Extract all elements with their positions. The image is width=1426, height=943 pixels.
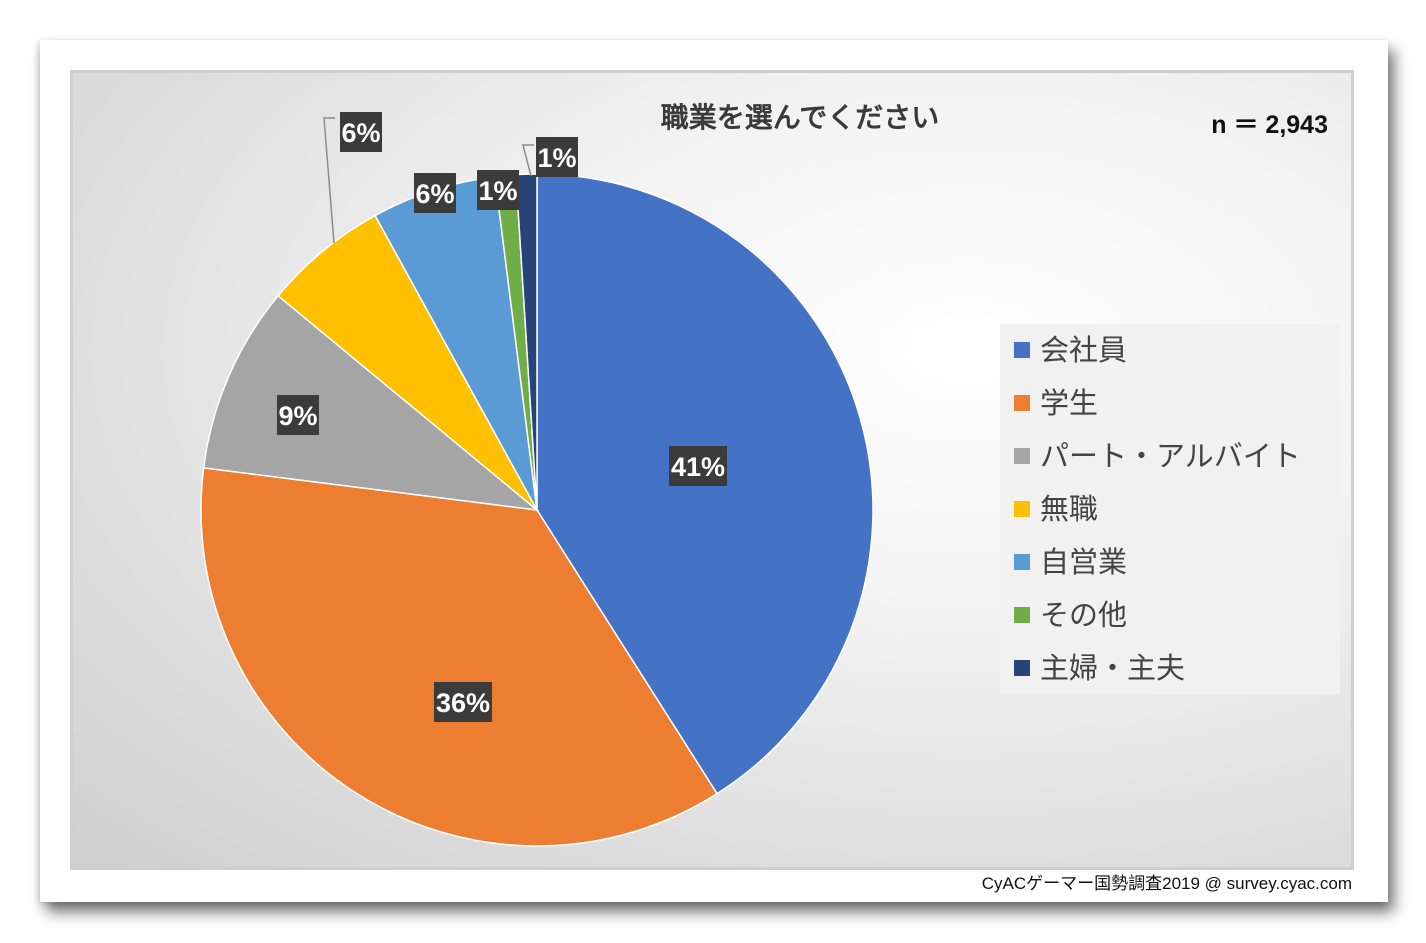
legend-item-7: 主婦・主夫 xyxy=(1014,651,1185,685)
legend-label: 無職 xyxy=(1040,492,1098,526)
pie-slice-2 xyxy=(200,467,719,847)
legend-swatch xyxy=(1014,342,1030,358)
legend-item-6: その他 xyxy=(1014,598,1127,632)
legend-label: 主婦・主夫 xyxy=(1040,651,1185,685)
data-label-box xyxy=(277,395,319,435)
pie-slices xyxy=(200,173,874,847)
data-label-3: 9% xyxy=(277,395,319,435)
data-label-box xyxy=(414,173,456,213)
legend-item-4: 無職 xyxy=(1014,492,1098,526)
legend-background xyxy=(1000,324,1340,694)
legend-swatch xyxy=(1014,554,1030,570)
chart-title: 職業を選んでください xyxy=(661,101,940,134)
data-label-text: 1% xyxy=(537,143,576,173)
data-label-box xyxy=(536,137,578,177)
legend-label: 会社員 xyxy=(1040,333,1127,367)
data-label-text: 6% xyxy=(415,179,454,209)
legend-item-5: 自営業 xyxy=(1014,545,1127,579)
legend-item-3: パート・アルバイト xyxy=(1014,439,1301,473)
sample-size-label: n ＝ 2,943 xyxy=(1211,111,1328,139)
data-label-5: 6% xyxy=(414,173,456,213)
legend-swatch xyxy=(1014,607,1030,623)
leader-lines xyxy=(323,117,534,244)
leader-line-7 xyxy=(522,144,534,177)
data-label-text: 36% xyxy=(436,688,490,718)
data-label-4: 6% xyxy=(340,112,382,152)
pie-slice-4 xyxy=(277,214,538,511)
data-label-box xyxy=(477,170,519,210)
data-label-text: 9% xyxy=(278,401,317,431)
legend-label: 学生 xyxy=(1040,386,1098,420)
legend-swatch xyxy=(1014,395,1030,411)
legend-label: パート・アルバイト xyxy=(1040,439,1301,473)
legend-swatch xyxy=(1014,448,1030,464)
data-label-box xyxy=(434,682,492,722)
data-label-1: 41% xyxy=(669,446,727,486)
data-label-box xyxy=(340,112,382,152)
legend-item-2: 学生 xyxy=(1014,386,1098,420)
legend-label: 自営業 xyxy=(1040,545,1127,579)
data-label-text: 1% xyxy=(478,176,517,206)
data-labels: 41% 36% 9% 6% 6% 1% 1% xyxy=(277,112,727,722)
data-label-box xyxy=(669,446,727,486)
data-label-text: 41% xyxy=(671,452,725,482)
data-label-6: 1% xyxy=(477,170,519,210)
data-label-text: 6% xyxy=(341,118,380,148)
data-label-2: 36% xyxy=(434,682,492,722)
data-label-7: 1% xyxy=(536,137,578,177)
source-credit: CyACゲーマー国勢調査2019 @ survey.cyac.com xyxy=(982,874,1352,893)
legend-item-1: 会社員 xyxy=(1014,333,1127,367)
legend-swatch xyxy=(1014,501,1030,517)
leader-line-4 xyxy=(323,117,335,244)
legend-label: その他 xyxy=(1040,598,1127,632)
legend-swatch xyxy=(1014,660,1030,676)
pie-slice-3 xyxy=(202,294,540,512)
